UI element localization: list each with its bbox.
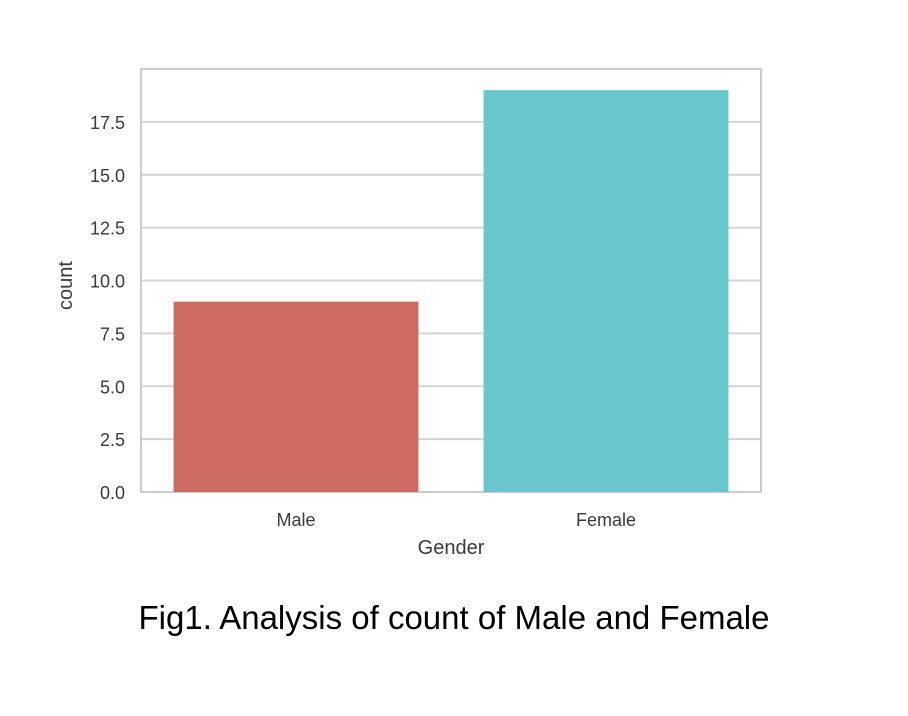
y-tick-label: 5.0 [100, 377, 125, 397]
y-tick-label: 2.5 [100, 430, 125, 450]
x-tick-label: Female [576, 510, 636, 530]
y-axis-label: count [55, 261, 77, 310]
x-tick-labels: Male Female [276, 510, 636, 530]
bar-female [483, 90, 729, 493]
figure-caption: Fig1. Analysis of count of Male and Fema… [138, 599, 770, 636]
y-tick-label: 7.5 [100, 324, 125, 344]
bars [173, 90, 729, 493]
y-tick-label: 10.0 [90, 272, 125, 292]
bar-male [173, 301, 419, 492]
y-tick-label: 17.5 [90, 113, 125, 133]
x-tick-label: Male [276, 510, 315, 530]
y-tick-label: 15.0 [90, 166, 125, 186]
plot-frame [140, 68, 762, 493]
y-tick-labels: 0.0 2.5 5.0 7.5 10.0 12.5 15.0 17.5 [90, 113, 125, 503]
y-tick-label: 0.0 [100, 483, 125, 503]
y-tick-label: 12.5 [90, 219, 125, 239]
bar-chart: 0.02.55.07.510.012.515.017.5 Male Female … [55, 68, 762, 559]
x-axis-label: Gender [418, 537, 485, 559]
